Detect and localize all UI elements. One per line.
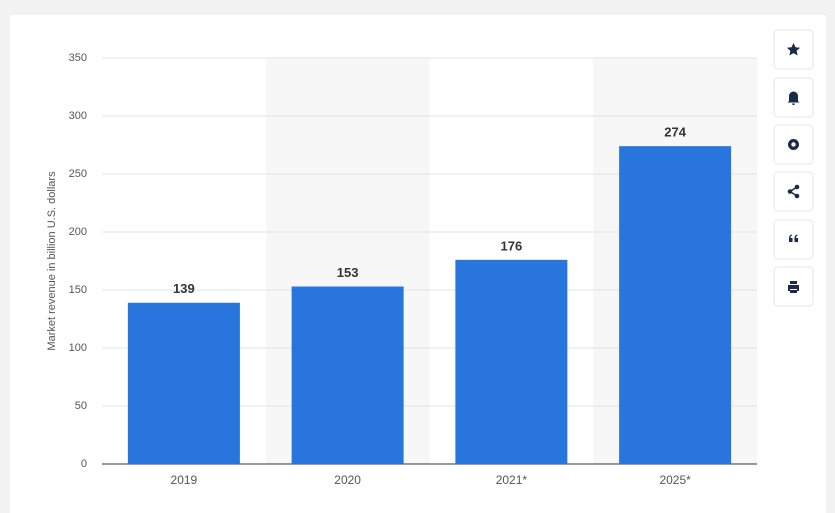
- y-axis-label: Market revenue in billion U.S. dollars: [46, 171, 58, 351]
- x-tick-label: 2019: [171, 473, 198, 487]
- value-label: 274: [664, 125, 686, 140]
- x-tick-label: 2025*: [659, 473, 691, 487]
- settings-button[interactable]: [773, 124, 814, 165]
- y-tick-label: 250: [69, 168, 87, 180]
- value-label: 153: [337, 265, 359, 280]
- bar: [127, 302, 240, 464]
- x-tick-label: 2020: [334, 473, 361, 487]
- cite-button[interactable]: [773, 219, 814, 260]
- favorite-button[interactable]: [773, 29, 814, 70]
- bar: [619, 146, 732, 464]
- y-tick-label: 300: [69, 110, 87, 122]
- y-tick-label: 100: [69, 342, 87, 354]
- y-tick-label: 50: [75, 400, 87, 412]
- y-tick-label: 150: [69, 284, 87, 296]
- y-tick-label: 0: [81, 458, 87, 470]
- value-label: 176: [501, 238, 523, 253]
- x-tick-label: 2021*: [496, 473, 528, 487]
- notification-button[interactable]: [773, 77, 814, 118]
- y-tick-label: 200: [69, 226, 87, 238]
- share-button[interactable]: [773, 171, 814, 212]
- bar: [455, 259, 568, 464]
- y-tick-label: 350: [69, 52, 87, 64]
- toolbar: [773, 29, 814, 307]
- value-label: 139: [173, 281, 195, 296]
- bar: [291, 286, 404, 464]
- print-button[interactable]: [773, 266, 814, 307]
